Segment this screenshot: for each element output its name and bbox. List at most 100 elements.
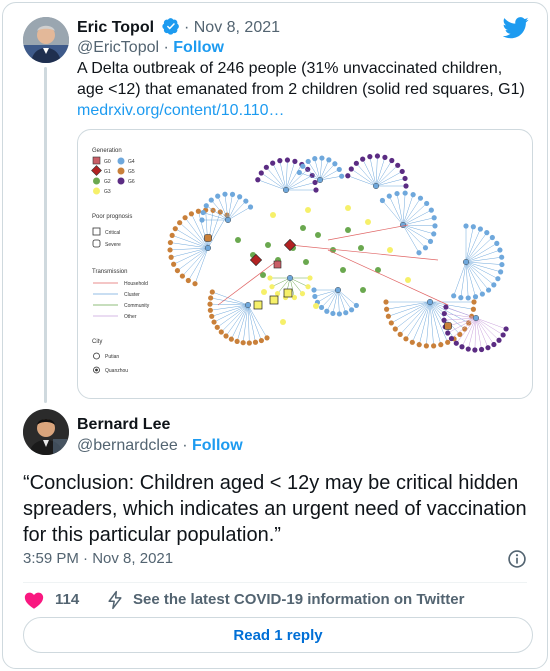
twitter-bird-icon[interactable] — [502, 17, 529, 44]
network-node — [280, 319, 286, 325]
network-edge — [475, 317, 504, 336]
network-edge — [337, 289, 340, 314]
network-node — [264, 335, 270, 341]
network-edge — [402, 198, 421, 226]
legend-quanzhou: Quanzhou — [105, 368, 128, 374]
network-edge — [173, 247, 209, 265]
network-edge — [400, 301, 431, 335]
network-edge — [170, 247, 209, 251]
network-node — [207, 307, 213, 313]
network-node — [495, 276, 501, 282]
network-edge — [279, 160, 287, 191]
network-node — [258, 337, 265, 344]
network-hub — [463, 258, 470, 265]
quoted-tweet-handle-row: @EricTopol · Follow — [77, 38, 224, 58]
tweet-header: Bernard Lee — [77, 415, 170, 435]
network-edge — [319, 163, 336, 181]
network-edge — [227, 196, 240, 221]
follow-button[interactable]: Follow — [173, 39, 224, 56]
network-edge — [444, 313, 477, 319]
network-node — [470, 306, 476, 312]
author-handle[interactable]: @EricTopol — [77, 39, 160, 56]
covid-info-link[interactable]: See the latest COVID-19 information on T… — [133, 591, 465, 608]
critical-case-node — [283, 288, 293, 298]
legend-g3: G3 — [104, 189, 111, 195]
network-node — [365, 219, 371, 225]
network-edge — [327, 249, 449, 306]
network-node — [343, 310, 349, 316]
network-edge — [327, 224, 409, 241]
network-node — [470, 224, 476, 230]
network-edge — [211, 304, 249, 317]
network-node — [208, 197, 214, 203]
network-edge — [465, 261, 476, 297]
network-node — [471, 299, 477, 305]
network-edge — [388, 301, 431, 317]
network-edge — [261, 172, 287, 191]
network-node — [237, 194, 243, 200]
network-node — [270, 160, 276, 166]
network-node — [466, 320, 472, 326]
author-name[interactable]: Bernard Lee — [77, 416, 171, 433]
network-edge — [465, 261, 489, 291]
network-edge — [429, 301, 474, 310]
separator: · — [83, 550, 89, 567]
network-node — [478, 346, 485, 353]
network-edge — [299, 172, 321, 181]
author-name[interactable]: Eric Topol — [77, 19, 155, 36]
author-handle[interactable]: @bernardclee — [77, 437, 178, 454]
network-edge — [227, 200, 247, 221]
network-node — [270, 212, 276, 218]
network-node — [416, 342, 422, 348]
user-avatar-icon[interactable] — [23, 409, 69, 455]
network-node — [422, 245, 429, 251]
network-edge — [375, 156, 378, 187]
network-edge — [207, 211, 221, 249]
network-node — [360, 156, 366, 162]
network-edge — [179, 222, 209, 249]
network-node — [313, 303, 319, 309]
network-node — [374, 153, 381, 159]
network-edge — [247, 304, 250, 343]
legend-community: Community — [124, 303, 150, 309]
network-node — [326, 157, 332, 163]
network-edge — [247, 304, 256, 343]
network-edge — [175, 228, 209, 249]
network-edge — [402, 224, 426, 248]
network-edge — [194, 247, 209, 284]
network-node — [179, 273, 185, 279]
follow-button[interactable]: Follow — [191, 437, 243, 454]
network-edge — [418, 301, 431, 345]
like-count[interactable]: 114 — [55, 591, 80, 608]
network-node — [274, 291, 281, 297]
network-edge — [475, 317, 482, 350]
network-node — [498, 269, 504, 275]
heart-icon[interactable] — [23, 589, 45, 616]
network-edge — [389, 195, 404, 226]
network-node — [477, 226, 483, 232]
info-icon[interactable] — [507, 549, 527, 574]
tweet-timestamp[interactable]: 3:59 PM · Nov 8, 2021 — [23, 549, 173, 569]
read-replies-button[interactable]: Read 1 reply — [23, 617, 533, 653]
network-edge — [447, 317, 477, 334]
network-node — [395, 162, 401, 168]
tweet-media-image[interactable]: Generation G0 G1 G2 G3 G4 G5 G6 Poor pro… — [77, 129, 533, 399]
network-node — [427, 238, 434, 244]
g0-node — [273, 260, 282, 269]
network-edge — [227, 206, 251, 221]
network-edge — [206, 205, 229, 221]
network-node — [247, 204, 254, 210]
network-edge — [302, 166, 321, 181]
network-edge — [402, 203, 427, 226]
user-avatar-icon[interactable] — [23, 17, 69, 63]
network-edge — [375, 160, 393, 187]
network-edge — [337, 289, 352, 310]
network-edge — [429, 301, 448, 343]
tweet-text: “Conclusion: Children aged < 12y may be … — [23, 472, 527, 546]
tweet-link[interactable]: medrxiv.org/content/10.110… — [77, 102, 285, 119]
network-edge — [236, 304, 249, 342]
network-node — [445, 330, 451, 336]
network-node — [345, 227, 351, 233]
tweet-date[interactable]: Nov 8, 2021 — [193, 19, 281, 36]
